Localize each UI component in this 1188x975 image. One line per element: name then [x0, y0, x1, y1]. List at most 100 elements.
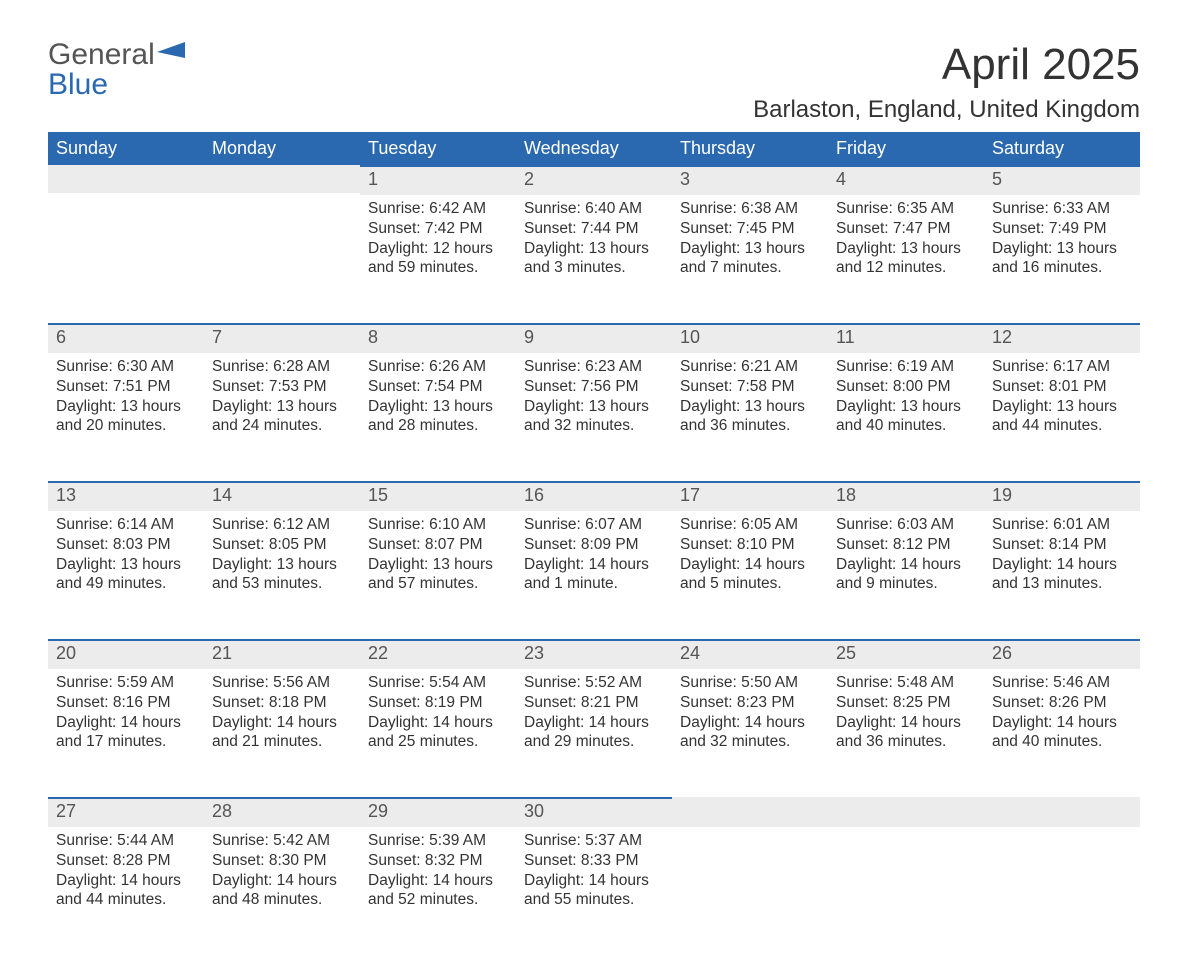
daylight-text: Daylight: 14 hours [836, 555, 976, 575]
daynum-row: 13141516171819 [48, 481, 1140, 511]
daylight-text: and 59 minutes. [368, 258, 508, 278]
daylight-text: and 57 minutes. [368, 574, 508, 594]
sunrise-text: Sunrise: 5:50 AM [680, 673, 820, 693]
header: General Blue April 2025 Barlaston, Engla… [48, 40, 1140, 132]
sunset-text: Sunset: 8:28 PM [56, 851, 196, 871]
sunset-text: Sunset: 8:21 PM [524, 693, 664, 713]
daylight-text: Daylight: 13 hours [992, 239, 1132, 259]
daylight-text: Daylight: 13 hours [56, 397, 196, 417]
sunrise-text: Sunrise: 6:21 AM [680, 357, 820, 377]
day-number: 20 [48, 639, 204, 669]
daylight-text: Daylight: 13 hours [680, 239, 820, 259]
calendar-cell [828, 827, 984, 955]
daylight-text: Daylight: 14 hours [836, 713, 976, 733]
day-number: 3 [672, 165, 828, 195]
calendar-cell: Sunrise: 6:33 AMSunset: 7:49 PMDaylight:… [984, 195, 1140, 323]
sunrise-text: Sunrise: 5:48 AM [836, 673, 976, 693]
daylight-text: and 12 minutes. [836, 258, 976, 278]
sunrise-text: Sunrise: 6:23 AM [524, 357, 664, 377]
calendar-cell: Sunrise: 5:42 AMSunset: 8:30 PMDaylight:… [204, 827, 360, 955]
calendar-cell: Sunrise: 6:42 AMSunset: 7:42 PMDaylight:… [360, 195, 516, 323]
cell-body: Sunrise: 5:52 AMSunset: 8:21 PMDaylight:… [516, 669, 672, 766]
week-row: Sunrise: 5:44 AMSunset: 8:28 PMDaylight:… [48, 827, 1140, 955]
calendar-cell: Sunrise: 5:52 AMSunset: 8:21 PMDaylight:… [516, 669, 672, 797]
daylight-text: and 28 minutes. [368, 416, 508, 436]
calendar-table: SundayMondayTuesdayWednesdayThursdayFrid… [48, 132, 1140, 955]
daylight-text: and 32 minutes. [680, 732, 820, 752]
daylight-text: Daylight: 14 hours [680, 555, 820, 575]
sunrise-text: Sunrise: 5:59 AM [56, 673, 196, 693]
day-number: 14 [204, 481, 360, 511]
logo-word-blue: Blue [48, 68, 108, 101]
sunset-text: Sunset: 7:51 PM [56, 377, 196, 397]
sunset-text: Sunset: 8:07 PM [368, 535, 508, 555]
cell-body: Sunrise: 6:40 AMSunset: 7:44 PMDaylight:… [516, 195, 672, 292]
sunrise-text: Sunrise: 6:38 AM [680, 199, 820, 219]
sunrise-text: Sunrise: 5:56 AM [212, 673, 352, 693]
daylight-text: Daylight: 14 hours [680, 713, 820, 733]
weekday-header: Friday [828, 132, 984, 165]
calendar-cell: Sunrise: 6:40 AMSunset: 7:44 PMDaylight:… [516, 195, 672, 323]
day-number: 16 [516, 481, 672, 511]
calendar-cell: Sunrise: 6:14 AMSunset: 8:03 PMDaylight:… [48, 511, 204, 639]
calendar-cell: Sunrise: 5:56 AMSunset: 8:18 PMDaylight:… [204, 669, 360, 797]
calendar-cell: Sunrise: 5:44 AMSunset: 8:28 PMDaylight:… [48, 827, 204, 955]
calendar-cell: Sunrise: 6:05 AMSunset: 8:10 PMDaylight:… [672, 511, 828, 639]
day-number: 19 [984, 481, 1140, 511]
sunrise-text: Sunrise: 6:05 AM [680, 515, 820, 535]
day-number: 28 [204, 797, 360, 827]
daylight-text: and 9 minutes. [836, 574, 976, 594]
weekday-header: Thursday [672, 132, 828, 165]
day-number: 1 [360, 165, 516, 195]
day-number: 24 [672, 639, 828, 669]
cell-body: Sunrise: 6:03 AMSunset: 8:12 PMDaylight:… [828, 511, 984, 608]
day-number: 30 [516, 797, 672, 827]
sunrise-text: Sunrise: 6:35 AM [836, 199, 976, 219]
sunset-text: Sunset: 7:49 PM [992, 219, 1132, 239]
calendar-cell: Sunrise: 6:21 AMSunset: 7:58 PMDaylight:… [672, 353, 828, 481]
calendar-cell: Sunrise: 6:10 AMSunset: 8:07 PMDaylight:… [360, 511, 516, 639]
cell-body: Sunrise: 5:56 AMSunset: 8:18 PMDaylight:… [204, 669, 360, 766]
sunset-text: Sunset: 7:54 PM [368, 377, 508, 397]
calendar-cell: Sunrise: 5:48 AMSunset: 8:25 PMDaylight:… [828, 669, 984, 797]
weekday-header: Tuesday [360, 132, 516, 165]
calendar-cell [672, 827, 828, 955]
daylight-text: Daylight: 14 hours [56, 713, 196, 733]
daylight-text: and 16 minutes. [992, 258, 1132, 278]
daylight-text: Daylight: 14 hours [212, 871, 352, 891]
cell-body: Sunrise: 5:54 AMSunset: 8:19 PMDaylight:… [360, 669, 516, 766]
daylight-text: Daylight: 13 hours [680, 397, 820, 417]
calendar-cell: Sunrise: 6:07 AMSunset: 8:09 PMDaylight:… [516, 511, 672, 639]
calendar-cell [204, 195, 360, 323]
daylight-text: and 5 minutes. [680, 574, 820, 594]
daylight-text: and 52 minutes. [368, 890, 508, 910]
location-subtitle: Barlaston, England, United Kingdom [753, 96, 1140, 124]
calendar-cell: Sunrise: 6:26 AMSunset: 7:54 PMDaylight:… [360, 353, 516, 481]
sunset-text: Sunset: 8:30 PM [212, 851, 352, 871]
sunset-text: Sunset: 8:18 PM [212, 693, 352, 713]
sunset-text: Sunset: 8:10 PM [680, 535, 820, 555]
weekday-header-row: SundayMondayTuesdayWednesdayThursdayFrid… [48, 132, 1140, 165]
cell-body: Sunrise: 6:05 AMSunset: 8:10 PMDaylight:… [672, 511, 828, 608]
sunrise-text: Sunrise: 6:30 AM [56, 357, 196, 377]
calendar-cell: Sunrise: 6:28 AMSunset: 7:53 PMDaylight:… [204, 353, 360, 481]
sunset-text: Sunset: 8:16 PM [56, 693, 196, 713]
sunset-text: Sunset: 8:14 PM [992, 535, 1132, 555]
daylight-text: Daylight: 14 hours [992, 555, 1132, 575]
daylight-text: and 44 minutes. [992, 416, 1132, 436]
sunrise-text: Sunrise: 6:10 AM [368, 515, 508, 535]
daylight-text: Daylight: 14 hours [992, 713, 1132, 733]
page: General Blue April 2025 Barlaston, Engla… [0, 0, 1188, 975]
calendar-cell: Sunrise: 6:01 AMSunset: 8:14 PMDaylight:… [984, 511, 1140, 639]
sunset-text: Sunset: 8:12 PM [836, 535, 976, 555]
sunrise-text: Sunrise: 6:19 AM [836, 357, 976, 377]
daylight-text: and 44 minutes. [56, 890, 196, 910]
weekday-header: Saturday [984, 132, 1140, 165]
day-number-empty [828, 797, 984, 827]
sunset-text: Sunset: 8:01 PM [992, 377, 1132, 397]
day-number: 4 [828, 165, 984, 195]
sunrise-text: Sunrise: 5:42 AM [212, 831, 352, 851]
title-block: April 2025 Barlaston, England, United Ki… [753, 40, 1140, 132]
sunset-text: Sunset: 8:32 PM [368, 851, 508, 871]
logo: General Blue [48, 40, 185, 100]
